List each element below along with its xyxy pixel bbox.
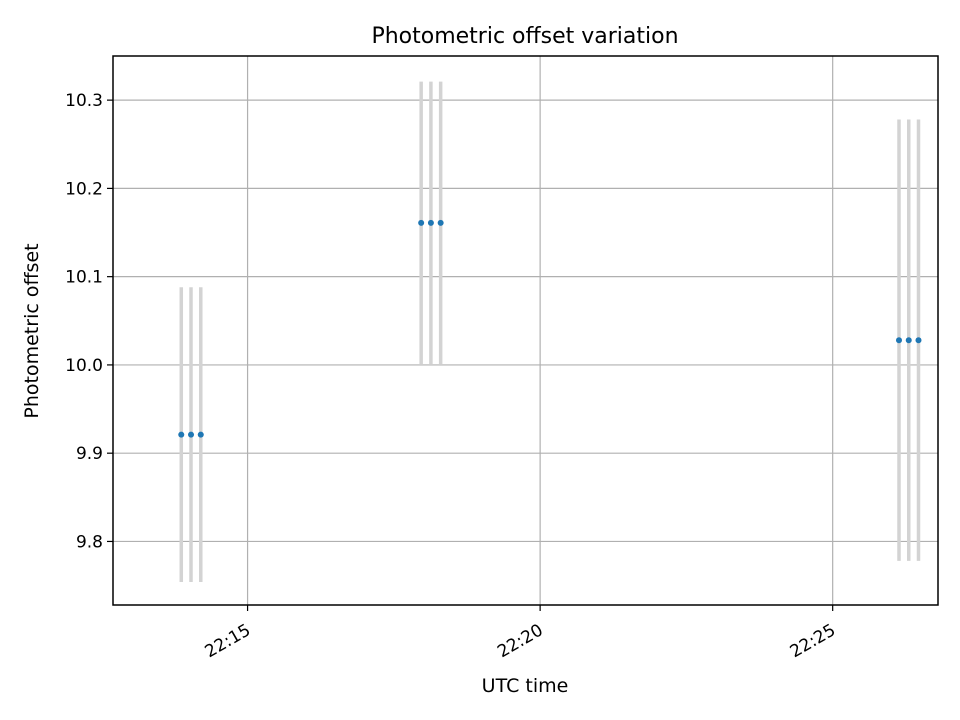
grid	[113, 56, 938, 605]
data-point	[197, 431, 204, 438]
data-point	[905, 337, 912, 344]
y-tick-label: 10.3	[65, 91, 103, 111]
data-point	[178, 431, 185, 438]
plot-frame	[112, 55, 939, 606]
data-point	[437, 219, 444, 226]
data-point	[188, 431, 195, 438]
x-axis-label: UTC time	[482, 675, 569, 697]
data-points	[178, 219, 922, 438]
y-tick-label: 9.8	[76, 532, 103, 552]
data-point	[915, 337, 922, 344]
y-tick-label: 9.9	[76, 444, 103, 464]
y-tick-label: 10.2	[65, 179, 103, 199]
chart-title: Photometric offset variation	[371, 24, 678, 49]
y-axis-label: Photometric offset	[21, 243, 43, 418]
data-point	[427, 219, 434, 226]
y-tick-label: 10.0	[65, 356, 103, 376]
y-tick-label: 10.1	[65, 268, 103, 288]
y-ticks: 9.8 9.9 10.0 10.1 10.2 10.3	[65, 91, 113, 552]
data-point	[418, 219, 425, 226]
data-point	[895, 337, 902, 344]
